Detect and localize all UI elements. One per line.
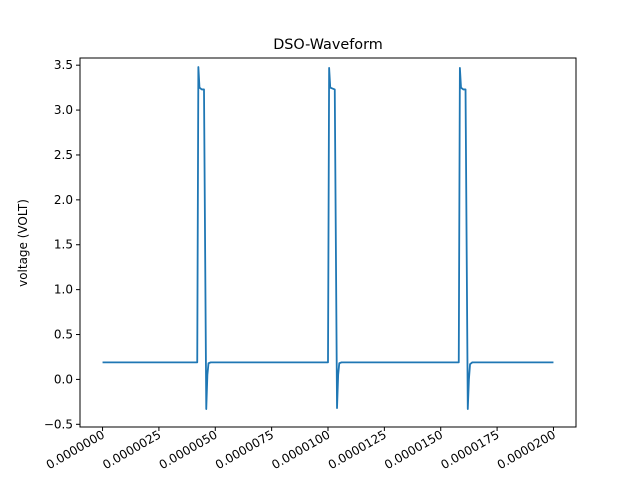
y-tick-label: 2.0 <box>54 193 73 207</box>
series-line-0 <box>102 66 554 410</box>
y-tick-label: −0.5 <box>44 417 73 431</box>
y-tick-label: 2.5 <box>54 148 73 162</box>
y-tick-label: 0.0 <box>54 372 73 386</box>
chart-title: DSO-Waveform <box>273 37 383 53</box>
y-tick-label: 3.0 <box>54 103 73 117</box>
y-tick-label: 1.5 <box>54 238 73 252</box>
y-tick-label: 3.5 <box>54 58 73 72</box>
y-tick-label: 1.0 <box>54 283 73 297</box>
y-axis-label: voltage (VOLT) <box>16 199 30 287</box>
y-tick-label: 0.5 <box>54 328 73 342</box>
